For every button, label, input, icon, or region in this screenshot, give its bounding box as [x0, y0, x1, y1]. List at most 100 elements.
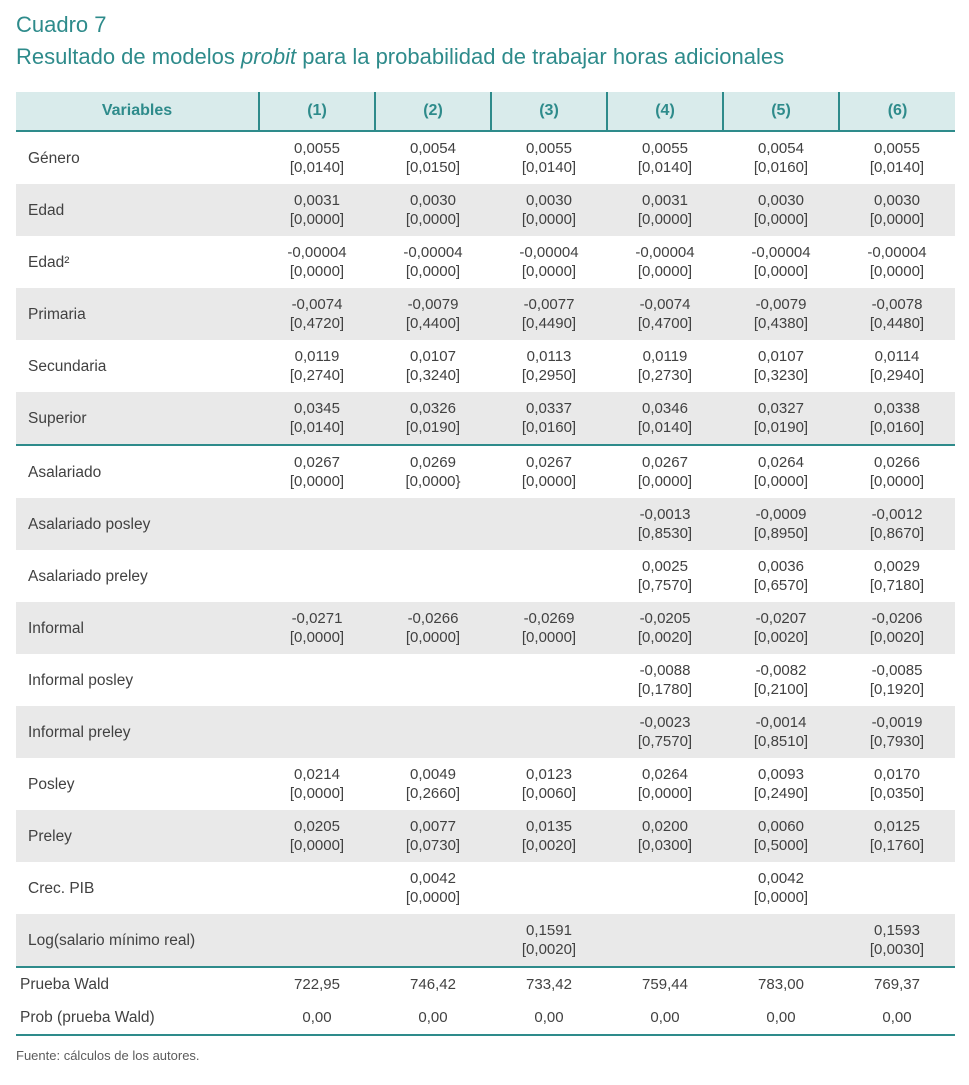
p-value: [0,0000] — [289, 473, 345, 490]
coefficient-value: -0,0271 — [291, 610, 343, 627]
table-row: Asalariado 0,0267 [0,0000] 0,0269 [0,0000} 0,… — [16, 445, 955, 498]
coefficient-value: -0,00004 — [751, 244, 811, 261]
coefficient-value: 0,0077 — [410, 818, 456, 835]
row-label: Prueba Wald — [20, 976, 110, 993]
coefficient-value: 0,0107 — [758, 348, 804, 365]
value-cell: 0,0107 [0,3240] — [375, 340, 491, 392]
p-value: [0,2490] — [753, 785, 809, 802]
value-cell: 0,0060 [0,5000] — [723, 810, 839, 862]
table-number: Cuadro 7 — [16, 12, 107, 37]
table-row: Prob (prueba Wald) 0,00 0,00 0,00 0,00 0,00 0,… — [16, 1001, 955, 1036]
value-cell: 0,0119 [0,2740] — [259, 340, 375, 392]
coefficient-value: 0,0060 — [758, 818, 804, 835]
coefficient-value: 0,00 — [302, 1009, 332, 1026]
table-title-text: para la probabilidad de trabajar horas a… — [296, 44, 785, 69]
row-label: Informal posley — [28, 671, 134, 689]
table-row: Edad² -0,00004 [0,0000] -0,00004 [0,0000] -0,… — [16, 236, 955, 288]
empty-cell — [491, 706, 607, 758]
p-value: [0,2940] — [869, 367, 925, 384]
coefficient-value: 0,0030 — [410, 192, 456, 209]
p-value: [0,7180] — [869, 577, 925, 594]
value-cell: 0,0214 [0,0000] — [259, 758, 375, 810]
table-row: Log(salario mínimo real) 0,1591 [0,0020] 0,… — [16, 914, 955, 968]
value-cell: 0,0030 [0,0000] — [839, 184, 955, 236]
table-row: Superior 0,0345 [0,0140] 0,0326 [0,0190] 0,03… — [16, 392, 955, 446]
p-value: [0,0150] — [405, 159, 461, 176]
coefficient-value: -0,0088 — [639, 662, 691, 679]
empty-cell — [259, 862, 375, 914]
table-title-text: Resultado de modelos — [16, 44, 242, 69]
value-cell: -0,00004 [0,0000] — [259, 236, 375, 288]
value-cell: 0,00 — [607, 1001, 723, 1036]
p-value: [0,0000] — [405, 889, 461, 906]
value-cell: 0,0054 [0,0150] — [375, 131, 491, 184]
p-value: [0,1760] — [869, 837, 925, 854]
coefficient-value: 0,0030 — [758, 192, 804, 209]
p-value: [0,8530] — [637, 525, 693, 542]
coefficient-value: 0,0264 — [642, 766, 688, 783]
row-label: Posley — [28, 775, 75, 793]
coefficient-value: 0,0267 — [526, 454, 572, 471]
model-column-header: (4) — [606, 92, 723, 132]
row-label: Primaria — [16, 288, 259, 340]
p-value: [0,0030] — [869, 941, 925, 958]
table-row: Informal preley -0,0023 [0,7570] -0,0014 [0,… — [16, 706, 955, 758]
p-value: [0,0730] — [405, 837, 461, 854]
value-cell: -0,0207 [0,0020] — [723, 602, 839, 654]
row-label: Informal preley — [16, 706, 259, 758]
p-value: [0,0140] — [869, 159, 925, 176]
value-cell: 0,0200 [0,0300] — [607, 810, 723, 862]
coefficient-value: 0,0269 — [410, 454, 456, 471]
row-label: Secundaria — [28, 357, 107, 375]
coefficient-value: -0,0074 — [639, 296, 691, 313]
value-cell: -0,00004 [0,0000] — [375, 236, 491, 288]
p-value: [0,0350] — [869, 785, 925, 802]
coefficient-value: 0,0030 — [526, 192, 572, 209]
row-label: Preley — [16, 810, 259, 862]
p-value: [0,0000] — [405, 263, 461, 280]
value-cell: -0,0074 [0,4720] — [259, 288, 375, 340]
p-value: [0,0000] — [869, 263, 925, 280]
value-cell: 0,0030 [0,0000] — [723, 184, 839, 236]
value-cell: 0,0077 [0,0730] — [375, 810, 491, 862]
value-cell: 783,00 — [723, 967, 839, 1001]
value-cell: 0,0030 [0,0000] — [491, 184, 607, 236]
value-cell: -0,0012 [0,8670] — [839, 498, 955, 550]
value-cell: -0,0085 [0,1920] — [839, 654, 955, 706]
coefficient-value: 0,0054 — [758, 140, 804, 157]
empty-cell — [839, 862, 955, 914]
value-cell: -0,0077 [0,4490] — [491, 288, 607, 340]
p-value: [0,0190] — [405, 419, 461, 436]
value-cell: -0,0079 [0,4380] — [723, 288, 839, 340]
coefficient-value: 0,0055 — [526, 140, 572, 157]
empty-cell — [375, 914, 491, 968]
p-value: [0,3230] — [753, 367, 809, 384]
coefficient-value: 0,0326 — [410, 400, 456, 417]
value-cell: -0,00004 [0,0000] — [839, 236, 955, 288]
empty-cell — [375, 706, 491, 758]
value-cell: 0,0107 [0,3230] — [723, 340, 839, 392]
p-value: [0,0000} — [405, 473, 461, 490]
p-value: [0,3240] — [405, 367, 461, 384]
p-value: [0,0000] — [753, 211, 809, 228]
p-value: [0,0140] — [637, 419, 693, 436]
value-cell: -0,0269 [0,0000] — [491, 602, 607, 654]
coefficient-value: 0,0170 — [874, 766, 920, 783]
coefficient-value: -0,0269 — [523, 610, 575, 627]
p-value: [0,0000] — [753, 473, 809, 490]
value-cell: 0,0042 [0,0000] — [723, 862, 839, 914]
value-cell: 0,0055 [0,0140] — [259, 131, 375, 184]
coefficient-value: 0,00 — [418, 1009, 448, 1026]
empty-cell — [375, 498, 491, 550]
coefficient-value: 0,0123 — [526, 766, 572, 783]
table-row: Género 0,0055 [0,0140] 0,0054 [0,0150] 0,0055… — [16, 131, 955, 184]
p-value: [0,0020] — [753, 629, 809, 646]
coefficient-value: 0,0031 — [294, 192, 340, 209]
coefficient-value: 0,0119 — [642, 348, 688, 365]
coefficient-value: -0,0079 — [755, 296, 807, 313]
model-column-header: (2) — [374, 92, 491, 132]
value-cell: -0,00004 [0,0000] — [723, 236, 839, 288]
table-header: Variables (1) (2) (3) (4) (5) (6) — [16, 92, 955, 132]
p-value: [0,6570] — [753, 577, 809, 594]
value-cell: -0,0078 [0,4480] — [839, 288, 955, 340]
